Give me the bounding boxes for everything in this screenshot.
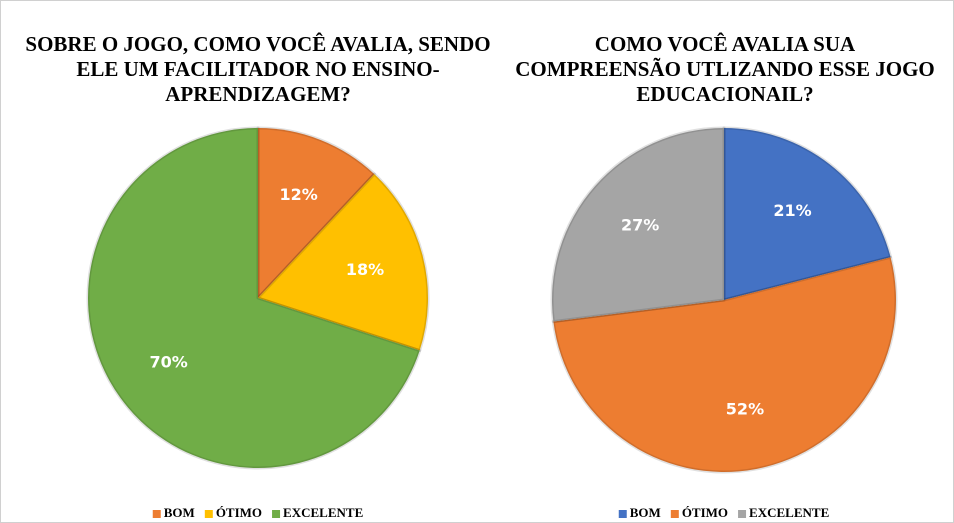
legend-swatch (738, 510, 747, 518)
data-label: 12% (280, 185, 318, 204)
chart-title: SOBRE O JOGO, COMO VOCÊ AVALIA, SENDO EL… (25, 32, 491, 106)
pie-slice (551, 255, 898, 474)
legend-swatch (670, 510, 679, 518)
pie-slice (256, 172, 430, 353)
legend: BOM ÓTIMO EXCELENTE (152, 505, 363, 520)
legend-swatch (204, 510, 213, 518)
legend-label: EXCELENTE (749, 505, 829, 520)
data-label: 21% (773, 201, 811, 220)
data-label: 52% (726, 399, 764, 418)
legend-label: ÓTIMO (682, 505, 728, 520)
pie-slice (256, 126, 376, 300)
chart-title: COMO VOCÊ AVALIA SUA COMPREENSÃO UTLIZAN… (515, 32, 935, 106)
legend-label: BOM (164, 505, 195, 520)
legend-swatch (618, 510, 627, 518)
data-label: 27% (621, 216, 659, 235)
pie-slice (722, 126, 893, 302)
data-label: 18% (346, 260, 384, 279)
legend: BOM ÓTIMO EXCELENTE (618, 505, 829, 520)
legend-label: BOM (630, 505, 661, 520)
pie-slice (86, 126, 422, 470)
legend-label: ÓTIMO (216, 505, 262, 520)
pie-slice (550, 126, 726, 324)
data-label: 70% (149, 352, 187, 371)
legend-swatch (272, 510, 281, 518)
legend-label: EXCELENTE (283, 505, 363, 520)
legend-swatch (152, 510, 161, 518)
